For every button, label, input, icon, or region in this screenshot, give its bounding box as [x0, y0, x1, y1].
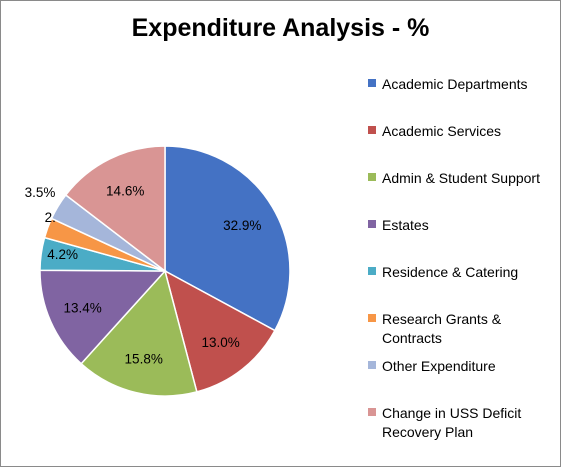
- legend-label: Academic Services: [382, 123, 502, 139]
- legend-swatch: [368, 126, 376, 134]
- legend-swatch: [368, 314, 376, 322]
- legend-swatch: [368, 173, 376, 181]
- pie-slice-academic-services: [163, 269, 276, 393]
- data-label-residence-and-catering: 4.2%: [47, 247, 78, 262]
- data-label-academic-departments: 32.9%: [223, 218, 261, 233]
- legend-swatch: [368, 361, 376, 369]
- pie-slice-academic-departments: [164, 145, 291, 332]
- data-label-change-in-uss-deficit-recovery-plan: 14.6%: [106, 183, 144, 198]
- data-label-admin-and-student-support: 15.8%: [125, 351, 163, 366]
- legend-label: Estates: [382, 217, 429, 233]
- data-label-other-expenditure: 3.5%: [25, 185, 56, 200]
- chart-title: Expenditure Analysis - %: [131, 14, 430, 42]
- legend-label: Academic Departments: [382, 76, 528, 92]
- legend-swatch: [368, 79, 376, 87]
- legend-label: Admin & Student Support: [382, 170, 540, 186]
- pie-slice-estates: [39, 269, 167, 365]
- legend-label: Research Grants & Contracts: [382, 311, 502, 346]
- pie-slice-admin-and-student-support: [80, 269, 198, 397]
- legend-swatch: [368, 220, 376, 228]
- pie-slice-change-in-uss-deficit-recovery-plan: [64, 145, 166, 273]
- legend-label: Change in USS Deficit Recovery Plan: [382, 405, 522, 440]
- legend-swatch: [368, 267, 376, 275]
- legend-swatch: [368, 408, 376, 416]
- legend-label: Other Expenditure: [382, 358, 496, 374]
- data-label-academic-services: 13.0%: [201, 335, 239, 350]
- legend-label: Residence & Catering: [382, 264, 519, 280]
- data-label-estates: 13.4%: [63, 300, 101, 315]
